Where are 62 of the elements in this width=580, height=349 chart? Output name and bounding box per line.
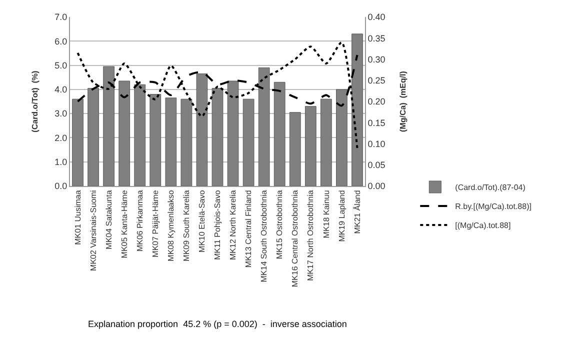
- bar: [320, 98, 332, 186]
- bar: [103, 66, 114, 186]
- x-tick-label: MK16 Central Ostrobothnia: [290, 190, 300, 288]
- x-tick-label: MK11 Pohjois-Savo: [213, 190, 222, 260]
- y2-axis-title: (Mg/Ca) (mEq/l): [398, 70, 408, 132]
- bar: [227, 80, 239, 186]
- y2-tick-label: 0.10: [368, 138, 386, 149]
- y2-tick-label: 0.00: [368, 181, 386, 192]
- bar: [196, 73, 208, 186]
- y2-tick-label: 0.25: [368, 76, 386, 86]
- bar: [165, 98, 177, 186]
- text: Explanation proportion 45.2 % (p = 0.002) - inverse association: [88, 319, 347, 329]
- x-tick-label: MK09 South Karelia: [182, 190, 192, 262]
- y2-tick-label: 0.40: [368, 12, 386, 22]
- line-series: [76, 41, 358, 149]
- bar: [150, 94, 162, 186]
- x-tick-label: MK17 North Ostrobothnia: [306, 190, 316, 281]
- bar: [336, 89, 348, 186]
- y2-tick-label: 0.35: [368, 33, 386, 44]
- y2-tick-label: 0.05: [368, 160, 386, 170]
- bar: [72, 98, 84, 186]
- bar: [274, 82, 286, 186]
- y-tick-label: 4.0: [54, 84, 68, 95]
- bar: [134, 84, 146, 186]
- y-tick-label: 6.0: [54, 36, 68, 46]
- bar: [212, 88, 224, 186]
- x-tick-label: MK19 Lapland: [337, 190, 346, 242]
- x-tick-label: MK02 Varsinais-Suomi: [88, 190, 98, 271]
- legend-label: (Card.o/Tot).(87-04): [455, 183, 526, 192]
- x-tick-label: MK07 Päijät-Häme: [150, 190, 160, 258]
- bar: [289, 112, 301, 186]
- x-tick-label: MK13 Central Finland: [244, 190, 254, 268]
- bar: [242, 98, 254, 186]
- x-tick-label: MK21 Åland: [352, 190, 362, 234]
- legend-label: R.by.[(Mg/Ca).tot.88)]: [455, 202, 532, 212]
- x-tick-label: MK14 South Ostrobothnia: [260, 190, 269, 282]
- x-tick-label: MK05 Kanta-Häme: [120, 190, 129, 258]
- bar: [118, 80, 130, 186]
- x-tick-label: MK18 Kainuu: [322, 190, 331, 238]
- y-tick-label: 7.0: [54, 12, 68, 22]
- x-tick-label: MK10 Etelä-Savo: [198, 190, 207, 252]
- x-tick-label: MK15 Ostrobothnia: [275, 190, 284, 260]
- y2-tick-label: 0.20: [368, 96, 386, 107]
- y-axis-title: (Card.o/Tot) (%): [30, 70, 40, 132]
- x-tick-label: MK06 Pirkanmaa: [135, 190, 144, 252]
- bar: [352, 34, 363, 186]
- x-tick-label: MK12 North Karelia: [228, 190, 238, 260]
- bar: [180, 98, 192, 186]
- y2-tick-label: 0.15: [368, 118, 386, 128]
- bar: [88, 88, 99, 186]
- bar: [258, 67, 270, 186]
- legend-label: [(Mg/Ca).tot.88]: [455, 221, 511, 230]
- y-tick-label: 2.0: [54, 132, 68, 143]
- y2-tick-label: 0.30: [368, 54, 386, 64]
- x-tick-label: MK04 Satakunta: [104, 190, 114, 250]
- y-tick-label: 5.0: [54, 60, 68, 70]
- y-tick-label: 0.0: [54, 181, 68, 192]
- y-tick-label: 3.0: [54, 108, 68, 119]
- y-tick-label: 1.0: [54, 157, 68, 168]
- x-tick-label: MK08 Kymenlaakso: [166, 190, 176, 262]
- bar: [304, 106, 316, 186]
- x-tick-label: MK01 Uusimaa: [73, 190, 82, 245]
